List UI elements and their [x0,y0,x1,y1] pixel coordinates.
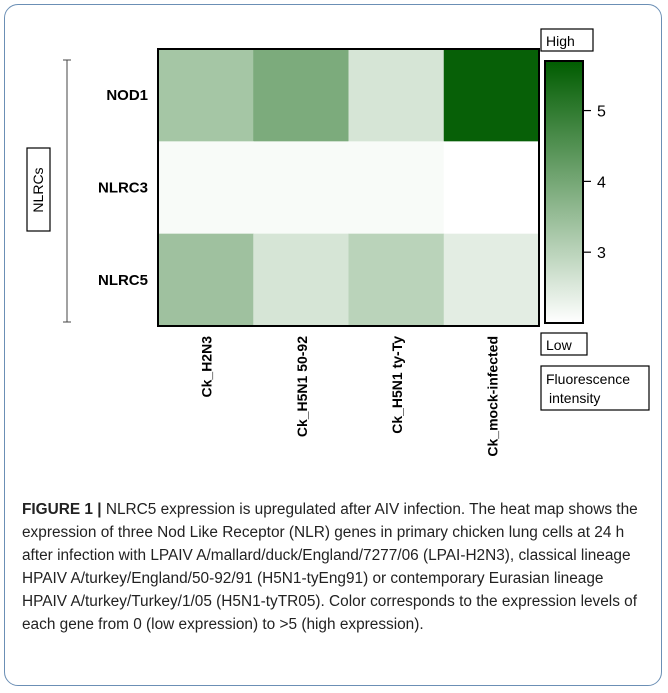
heatmap-cells [158,49,540,327]
colorbar-low-label: Low [546,337,573,353]
row-group-label: NLRCs [30,167,46,212]
colorbar-title-line2: intensity [549,390,600,406]
column-label: Ck_mock-infected [484,336,500,457]
caption-figure-label: FIGURE 1 | [22,501,102,518]
column-labels: Ck_H2N3 Ck_H5N1 50-92 Ck_H5N1 ty-Ty Ck_mock… [199,336,501,457]
colorbar-ticks: 5 4 3 [583,104,606,263]
heatmap-cell [349,141,445,234]
heatmap-cell [158,234,254,327]
colorbar [545,61,583,323]
figure-caption: FIGURE 1 | NLRC5 expression is upregulat… [22,498,648,636]
heatmap-cell [158,49,254,142]
row-labels: NOD1 NLRC3 NLRC5 [98,87,148,289]
heatmap-cell [444,141,540,234]
column-label: Ck_H5N1 ty-Ty [389,336,405,434]
colorbar-tick-label: 4 [597,174,606,191]
heatmap-cell [253,234,349,327]
heatmap-cell [349,49,445,142]
heatmap-cell [253,49,349,142]
heatmap-chart: NLRCs NOD1 NLRC3 NLRC5 Ck_H2N3 Ck_H5N1 50-9… [0,0,668,490]
heatmap-cell [444,49,540,142]
colorbar-tick-label: 3 [597,245,606,262]
colorbar-title-line1: Fluorescence [546,371,630,387]
heatmap-cell [253,141,349,234]
row-label: NOD1 [106,87,148,104]
row-label: NLRC5 [98,272,148,289]
row-label: NLRC3 [98,180,148,197]
colorbar-tick-label: 5 [597,104,606,121]
column-label: Ck_H5N1 50-92 [294,336,310,437]
heatmap-cell [158,141,254,234]
heatmap-cell [444,234,540,327]
caption-text: NLRC5 expression is upregulated after AI… [22,501,638,633]
heatmap-cell [349,234,445,327]
colorbar-high-label: High [546,33,575,49]
column-label: Ck_H2N3 [199,336,215,398]
